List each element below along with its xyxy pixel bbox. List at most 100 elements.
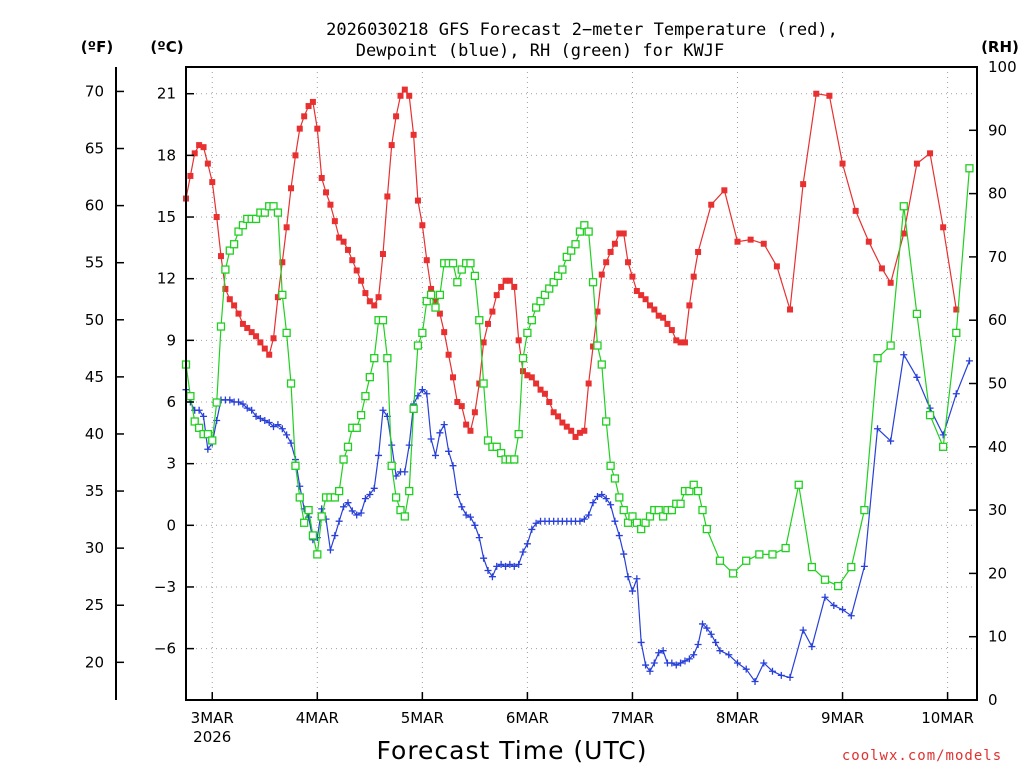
temperature-point [953, 306, 960, 313]
rh-point [527, 316, 536, 325]
dewpoint-point [659, 647, 667, 655]
rh-point [400, 512, 409, 521]
rh-point [278, 290, 287, 300]
dewpoint-point [414, 392, 422, 400]
temperature-point [270, 335, 277, 342]
dewpoint-point [672, 661, 680, 669]
temperature-point [668, 327, 675, 334]
dewpoint-point [786, 673, 794, 681]
dewpoint-point [375, 451, 383, 459]
temperature-point [353, 267, 360, 274]
dewpoint-point [677, 659, 685, 667]
rh-point [952, 328, 961, 338]
rh-point [632, 518, 642, 527]
rh-point [886, 341, 895, 350]
temperature-point [760, 240, 767, 247]
rh-point [693, 486, 703, 496]
rh-point [623, 518, 633, 527]
temperature-point [257, 339, 264, 346]
temperature-point [590, 343, 597, 350]
rh-point [965, 164, 974, 173]
rh-point [418, 328, 427, 338]
temperature-point [747, 236, 754, 243]
dewpoint-point [523, 540, 531, 548]
fahrenheit-tick-label: 50 [85, 311, 104, 329]
celsius-unit-label: (ºC) [150, 38, 183, 56]
temperature-point [454, 398, 461, 405]
rh-point [260, 208, 269, 217]
dewpoint-point [274, 421, 282, 429]
rh-point [540, 290, 550, 300]
dewpoint-point [913, 373, 921, 381]
dewpoint-point [887, 437, 895, 445]
rh-point [295, 493, 304, 502]
dewpoint-point [611, 517, 619, 525]
temperature-point [773, 263, 780, 270]
dewpoint-point [388, 441, 396, 449]
temperature-point [309, 98, 316, 105]
temperature-point [839, 160, 846, 167]
temperature-point [305, 103, 312, 110]
temperature-point [638, 292, 645, 299]
dewpoint-point [821, 593, 829, 601]
dewpoint-point [344, 499, 352, 507]
fahrenheit-tick-label: 35 [85, 482, 104, 500]
temperature-point [410, 131, 417, 138]
dewpoint-point [200, 412, 208, 420]
rh-point [628, 512, 637, 521]
rh-point [531, 303, 541, 312]
temperature-point [261, 345, 268, 352]
rh-point [899, 202, 908, 211]
temperature-point [695, 248, 702, 255]
fahrenheit-tick-label: 55 [85, 254, 104, 272]
fahrenheit-tick-label: 40 [85, 425, 104, 443]
rh-point [584, 227, 593, 236]
rh-point [580, 221, 589, 230]
dewpoint-point [685, 655, 693, 663]
dewpoint-point [593, 493, 601, 501]
dewpoint-point [847, 612, 855, 620]
temperature-point [537, 386, 544, 393]
rh-point [300, 518, 309, 527]
dewpoint-point [681, 657, 689, 665]
temperature-point [327, 201, 334, 208]
rh-point [470, 271, 480, 281]
rh-point [356, 410, 366, 420]
rh-point [317, 512, 326, 521]
rh-point [251, 214, 261, 224]
temperature-point [244, 325, 251, 332]
dewpoint-point [326, 546, 334, 554]
dewpoint-point [694, 641, 702, 649]
x-tick-label: 3MAR [191, 709, 234, 727]
temperature-point [524, 372, 531, 379]
rh-point [833, 581, 843, 591]
temperature-point [506, 277, 513, 284]
dewpoint-point [287, 439, 295, 447]
rh-point [330, 493, 340, 502]
temperature-point [620, 230, 627, 237]
temperature-point [196, 142, 203, 149]
celsius-tick-label: −3 [154, 578, 176, 596]
rh-point [269, 202, 278, 211]
temperature-point [616, 230, 623, 237]
plot-frame [185, 66, 978, 701]
rh-point [194, 423, 204, 432]
dewpoint-point [830, 601, 838, 609]
rh-point [453, 278, 462, 287]
temperature-point [222, 285, 229, 292]
dewpoint-point [620, 550, 628, 558]
temperature-point [200, 144, 207, 151]
rh-tick-label: 30 [988, 501, 1007, 519]
temperature-point [436, 310, 443, 317]
rh-point [654, 505, 663, 515]
temperature-point [559, 419, 566, 426]
rh-tick-label: 20 [988, 564, 1007, 582]
dewpoint-point [248, 406, 256, 414]
temperature-point [349, 257, 356, 264]
x-tick-label: 5MAR [401, 709, 444, 727]
rh-point [391, 493, 401, 502]
rh-tick-label: 40 [988, 438, 1007, 456]
rh-point [413, 341, 423, 350]
temperature-point [226, 296, 233, 303]
rh-tick-label: 100 [988, 58, 1017, 76]
